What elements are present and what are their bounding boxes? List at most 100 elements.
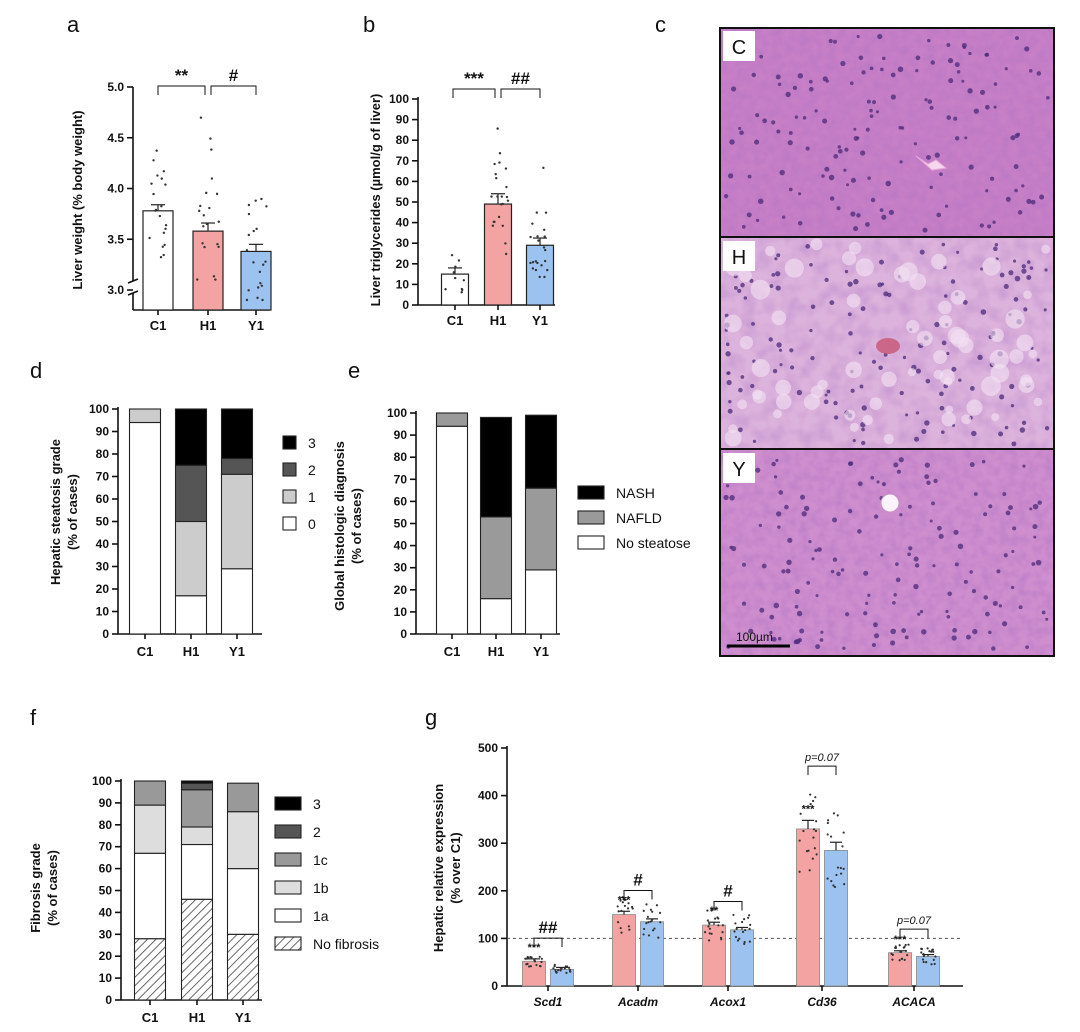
- nucleus: [957, 543, 964, 550]
- data-point: [807, 849, 810, 852]
- data-point: [839, 866, 842, 870]
- nucleus: [971, 430, 977, 437]
- data-point: [254, 199, 257, 202]
- nucleus: [973, 108, 979, 114]
- nucleus: [820, 630, 824, 634]
- data-point: [506, 199, 510, 202]
- nucleus: [888, 209, 895, 215]
- y-tick-label: 100: [89, 402, 109, 416]
- legend-swatch: [274, 796, 302, 811]
- data-point: [620, 931, 623, 934]
- data-point: [706, 919, 709, 922]
- nucleus: [979, 89, 986, 95]
- data-point: [255, 227, 258, 231]
- data-point: [903, 958, 906, 961]
- nucleus: [754, 139, 760, 145]
- panel-label-b: b: [363, 12, 375, 37]
- nucleus: [1004, 425, 1009, 430]
- data-point: [205, 191, 208, 195]
- data-point: [215, 192, 219, 196]
- nucleus: [950, 279, 956, 284]
- data-point: [163, 243, 166, 247]
- data-point: [567, 966, 571, 969]
- nucleus: [796, 389, 803, 396]
- data-point: [840, 872, 843, 875]
- data-point: [546, 268, 549, 272]
- bar-g-Cd36-H1: [796, 828, 820, 987]
- data-point: [210, 148, 213, 151]
- lipid-vacuole: [966, 399, 983, 416]
- nucleus: [738, 126, 742, 131]
- nucleus: [726, 379, 732, 386]
- nucleus: [904, 635, 909, 640]
- nucleus: [1041, 610, 1046, 615]
- data-point: [247, 212, 251, 216]
- data-point: [835, 873, 838, 877]
- nucleus: [852, 439, 856, 443]
- nucleus: [1032, 503, 1039, 510]
- nucleus: [967, 88, 973, 94]
- data-point: [543, 228, 546, 231]
- data-point: [748, 927, 751, 931]
- lipid-vacuole: [933, 350, 948, 364]
- nucleus: [897, 66, 904, 73]
- nucleus: [984, 53, 989, 57]
- x-tick-label: H1: [488, 644, 505, 659]
- lipid-vacuole: [849, 422, 859, 432]
- lipid-vacuole: [1033, 397, 1043, 407]
- panel-label-e: e: [348, 358, 360, 383]
- data-point: [842, 831, 845, 834]
- y-axis-label-b: Liver triglycerides (µmol/g of liver): [368, 94, 383, 307]
- lipid-vacuole: [950, 290, 966, 305]
- data-point: [744, 928, 747, 932]
- nucleus: [810, 355, 815, 361]
- nucleus: [759, 607, 765, 613]
- nucleus: [1005, 196, 1011, 202]
- nucleus: [898, 125, 903, 130]
- data-point: [160, 177, 163, 180]
- data-point: [542, 166, 545, 170]
- y-tick-label: 70: [396, 154, 410, 168]
- nucleus: [915, 55, 921, 61]
- data-point: [496, 127, 499, 130]
- nucleus: [779, 169, 785, 176]
- sig-a-2-bracket: [210, 85, 257, 95]
- nucleus: [987, 224, 992, 229]
- nucleus: [993, 246, 998, 252]
- legend-swatch: [577, 485, 605, 500]
- data-point: [496, 195, 499, 198]
- nucleus: [773, 602, 780, 609]
- data-point: [799, 812, 802, 815]
- nucleus: [861, 427, 865, 432]
- nucleus: [829, 300, 835, 306]
- nucleus: [924, 462, 930, 468]
- nucleus: [769, 630, 773, 635]
- panel-label-d: d: [30, 358, 42, 383]
- y-tick-label: 10: [396, 277, 410, 291]
- data-point: [564, 965, 567, 968]
- nucleus: [727, 173, 734, 179]
- data-point: [708, 932, 711, 935]
- nucleus: [998, 431, 1004, 437]
- data-point: [650, 918, 654, 921]
- nucleus: [989, 176, 995, 181]
- nucleus: [890, 72, 896, 78]
- data-point: [741, 930, 745, 933]
- nucleus: [953, 116, 958, 121]
- lipid-vacuole: [990, 328, 1004, 342]
- nucleus: [919, 609, 924, 614]
- segment-d-C1: [128, 408, 162, 424]
- nucleus: [856, 34, 860, 39]
- x-tick-label: C1: [150, 318, 167, 333]
- lipid-vacuole: [947, 326, 966, 345]
- data-point: [563, 967, 566, 970]
- nucleus: [921, 428, 927, 435]
- nucleus: [810, 304, 816, 309]
- comparison-g-4-label: p=0.07: [896, 915, 932, 927]
- legend-label: 0: [308, 516, 316, 532]
- data-point: [708, 927, 712, 930]
- data-point: [621, 896, 624, 899]
- nucleus: [983, 595, 988, 600]
- nucleus: [1035, 559, 1042, 566]
- nucleus: [842, 646, 846, 650]
